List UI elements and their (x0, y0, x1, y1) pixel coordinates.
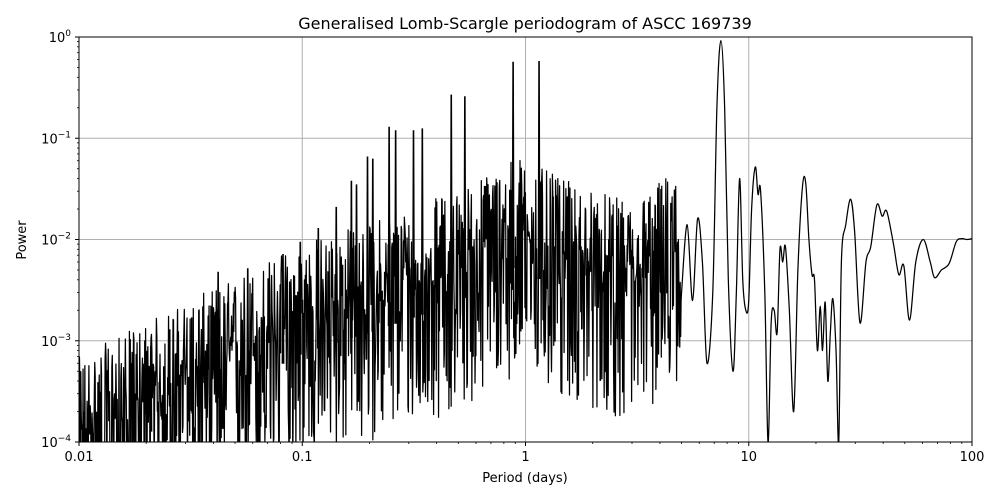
y-axis-label: Power (15, 220, 30, 260)
y-tick-label: 100 (49, 29, 72, 46)
y-axis-ticks: 10−4 10−3 10−2 10−1 100 (41, 29, 79, 451)
x-tick-label: 1 (521, 450, 529, 465)
y-tick-label: 10−1 (41, 130, 71, 147)
chart-title: Generalised Lomb-Scargle periodogram of … (298, 14, 752, 33)
x-axis-ticks: 0.01 0.1 1 10 100 (65, 442, 985, 465)
dominant-peaks (149, 60, 541, 432)
x-tick-label: 10 (740, 450, 757, 465)
y-tick-label: 10−2 (41, 232, 71, 249)
x-tick-label: 0.01 (65, 450, 94, 465)
x-tick-label: 0.1 (292, 450, 313, 465)
x-tick-label: 100 (960, 450, 985, 465)
x-axis-label: Period (days) (482, 471, 568, 486)
y-tick-label: 10−3 (41, 333, 71, 350)
periodogram-line (79, 40, 972, 442)
y-tick-label: 10−4 (41, 434, 71, 451)
